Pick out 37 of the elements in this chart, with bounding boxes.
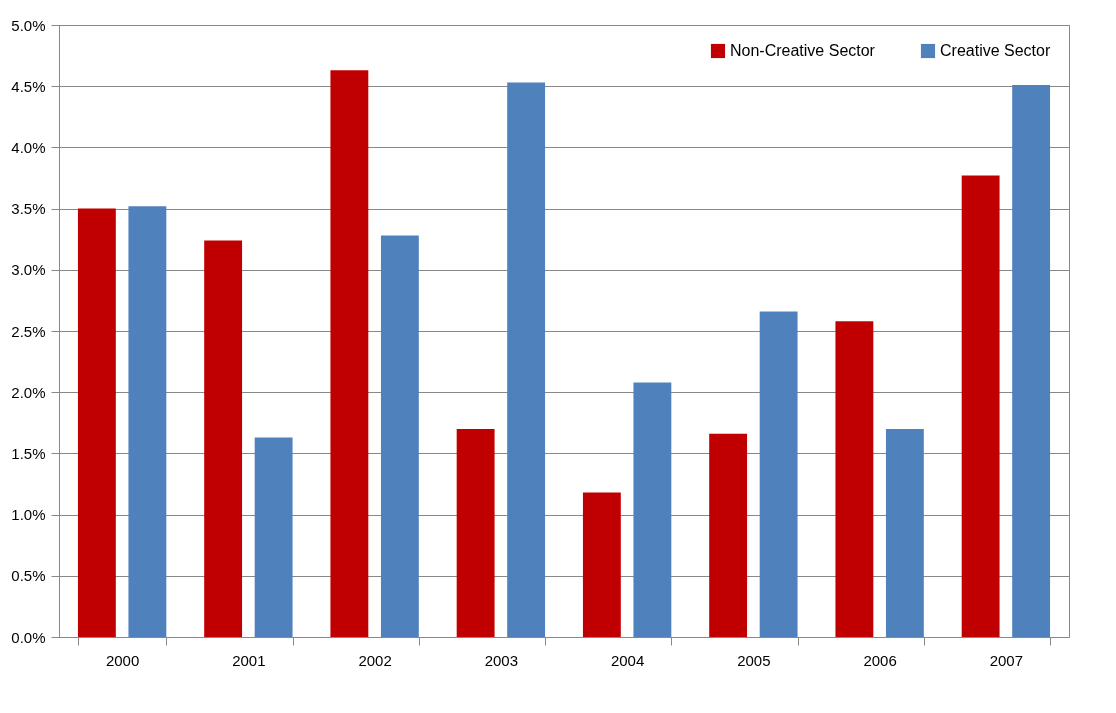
y-tick-label: 1.5% xyxy=(11,444,46,462)
x-tick-label: 2005 xyxy=(737,651,771,669)
y-tick-label: 0.5% xyxy=(11,567,46,585)
bar xyxy=(1012,84,1051,637)
x-tick-label: 2001 xyxy=(232,651,266,669)
y-tick-label: 4.5% xyxy=(11,77,46,95)
bar xyxy=(582,492,621,637)
bar xyxy=(759,311,798,637)
y-tick-label: 1.0% xyxy=(11,506,46,524)
y-tick-label: 0.0% xyxy=(11,628,46,646)
x-tick-label: 2003 xyxy=(484,651,519,669)
y-tick-label: 5.0% xyxy=(11,16,46,34)
y-tick-label: 3.5% xyxy=(11,200,46,218)
bar xyxy=(709,433,748,637)
x-tick-label: 2000 xyxy=(105,651,140,669)
x-tick-label: 2006 xyxy=(863,651,897,669)
x-tick-label: 2002 xyxy=(358,651,392,669)
bar xyxy=(204,240,243,637)
bar xyxy=(633,382,672,637)
bar xyxy=(380,235,419,637)
bar xyxy=(254,437,293,637)
y-tick-label: 2.0% xyxy=(11,383,46,401)
bar xyxy=(961,175,1000,637)
bar xyxy=(507,82,546,637)
legend-label: Creative Sector xyxy=(940,42,1051,59)
x-tick-label: 2004 xyxy=(610,651,645,669)
y-tick-label: 2.5% xyxy=(11,322,46,340)
bar xyxy=(330,70,369,637)
bar xyxy=(77,208,116,637)
legend-label: Non-Creative Sector xyxy=(730,42,876,59)
y-tick-label: 4.0% xyxy=(11,138,46,156)
bar xyxy=(128,206,167,637)
bar xyxy=(835,321,874,637)
bar xyxy=(456,428,495,637)
x-tick-label: 2007 xyxy=(989,651,1024,669)
y-tick-label: 3.0% xyxy=(11,261,46,279)
bar xyxy=(885,428,924,637)
